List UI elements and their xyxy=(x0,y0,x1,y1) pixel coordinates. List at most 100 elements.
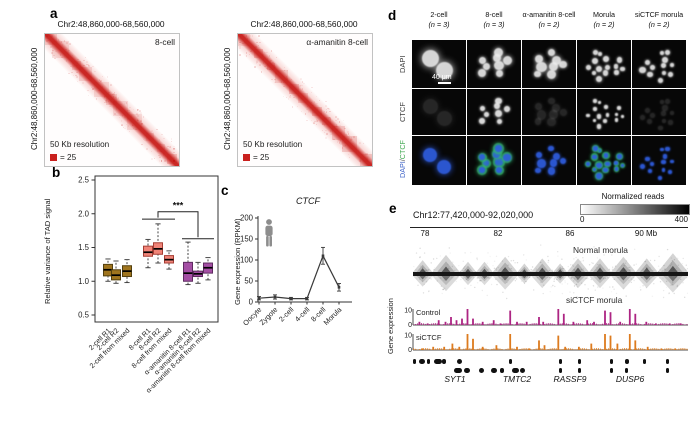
tad-triangle xyxy=(517,263,532,272)
heat-speckle xyxy=(140,120,142,122)
gene-block xyxy=(578,359,581,364)
heat-speckle xyxy=(342,145,345,147)
heat-speckle xyxy=(46,36,48,38)
heat-speckle xyxy=(131,124,134,126)
tad-triangle-sictcf xyxy=(589,276,611,289)
heat-speckle xyxy=(173,147,175,150)
tad-block xyxy=(157,144,166,153)
tad-block xyxy=(253,49,263,59)
heat-speckle xyxy=(306,108,308,111)
heat-speckle xyxy=(52,49,54,52)
cell-nucleus-blob xyxy=(437,160,452,175)
cell-nucleus-blob xyxy=(614,70,619,75)
cell-nucleus-blob xyxy=(602,70,609,77)
heat-speckle xyxy=(173,160,175,162)
cell-nucleus-blob xyxy=(605,113,610,118)
heat-speckle xyxy=(129,106,131,109)
heat-speckle xyxy=(115,111,118,114)
cell-nucleus-blob xyxy=(421,49,439,67)
heat-speckle xyxy=(173,160,175,162)
track-min-tick: 0 xyxy=(408,322,412,329)
heat-speckle xyxy=(110,84,112,86)
row-label-text: CTCF xyxy=(398,102,407,122)
cell-nucleus-blob xyxy=(660,99,664,104)
heat-speckle xyxy=(114,113,116,115)
microscopy-cell xyxy=(632,136,686,185)
colorbar-max: 400 xyxy=(674,215,688,224)
panel-e-label: e xyxy=(389,201,397,216)
heat-speckle xyxy=(86,61,88,63)
heat-speckle xyxy=(245,52,248,54)
cell-nucleus-blob xyxy=(503,105,511,113)
heat-speckle xyxy=(239,47,241,49)
heat-speckle xyxy=(239,45,241,48)
heat-speckle xyxy=(173,160,175,162)
tad-triangle xyxy=(657,253,688,272)
heat-speckle xyxy=(69,43,71,45)
heat-speckle xyxy=(285,96,288,99)
heat-speckle xyxy=(83,59,85,62)
gene-name: DUSP6 xyxy=(615,374,645,384)
gene-block xyxy=(413,359,416,364)
gene-block xyxy=(463,368,470,373)
cell-nucleus-blob xyxy=(495,109,503,117)
heat-speckle xyxy=(301,88,304,90)
cell-nucleus-blob xyxy=(495,97,502,105)
heat-speckle xyxy=(171,160,174,162)
heat-speckle xyxy=(330,133,332,136)
heat-speckle xyxy=(115,106,118,109)
heat-speckle xyxy=(136,119,139,121)
heat-speckle xyxy=(66,42,68,44)
heat-speckle xyxy=(344,144,347,147)
heat-speckle xyxy=(165,150,167,152)
heat-speckle xyxy=(344,145,346,147)
cell-nucleus-blob xyxy=(603,55,609,62)
cell-nucleus-blob xyxy=(586,113,590,118)
heat-speckle xyxy=(50,46,52,48)
tad-triangle xyxy=(635,258,658,272)
gene-name: TMTC2 xyxy=(502,374,532,384)
heat-speckle xyxy=(366,153,368,155)
heat-speckle xyxy=(323,110,326,113)
heat-speckle xyxy=(99,80,102,83)
cell-nucleus-blob xyxy=(647,168,653,174)
lineplot-ytick: 200 xyxy=(240,214,254,223)
heat-speckle xyxy=(170,140,173,143)
gene-block xyxy=(457,359,462,364)
heat-scale-legend: = 25 xyxy=(243,153,269,162)
cell-nucleus-blob xyxy=(647,119,653,125)
heat-speckle xyxy=(260,71,263,73)
heat-speckle xyxy=(334,131,337,133)
heat-speckle xyxy=(327,107,329,110)
column-header-n: (n = 2) xyxy=(593,19,615,29)
heat-speckle xyxy=(158,160,161,162)
expression-line xyxy=(258,254,340,300)
heat-speckle xyxy=(142,116,145,118)
cell-nucleus-blob xyxy=(662,105,668,111)
heat-speckle xyxy=(76,71,78,74)
cell-nucleus-blob xyxy=(614,118,619,122)
heat-speckle xyxy=(128,112,130,114)
heat-speckle xyxy=(107,100,110,103)
heat-speckle xyxy=(51,52,53,54)
track-max-tick: 10 xyxy=(404,308,412,315)
heat-speckle xyxy=(293,96,295,99)
heat-speckle xyxy=(315,118,318,121)
heat-scale-swatch xyxy=(50,154,57,161)
heat-speckle xyxy=(359,160,361,162)
cell-nucleus-blob xyxy=(548,145,555,152)
column-header-n: (n = 3) xyxy=(483,19,505,29)
tad-triangle-sictcf xyxy=(657,276,688,293)
genome-axis-tick: 86 xyxy=(565,229,575,238)
heat-speckle xyxy=(65,48,67,51)
heat-speckle xyxy=(357,149,360,152)
heat-speckle xyxy=(330,128,333,130)
heat-speckle xyxy=(329,118,332,120)
heat-speckle xyxy=(150,150,153,153)
heat-speckle xyxy=(173,145,175,148)
heat-speckle xyxy=(136,109,139,111)
heat-speckle xyxy=(126,109,129,112)
cell-nucleus-blob xyxy=(592,167,596,171)
heat-speckle xyxy=(341,147,344,149)
heat-speckle xyxy=(306,105,309,108)
